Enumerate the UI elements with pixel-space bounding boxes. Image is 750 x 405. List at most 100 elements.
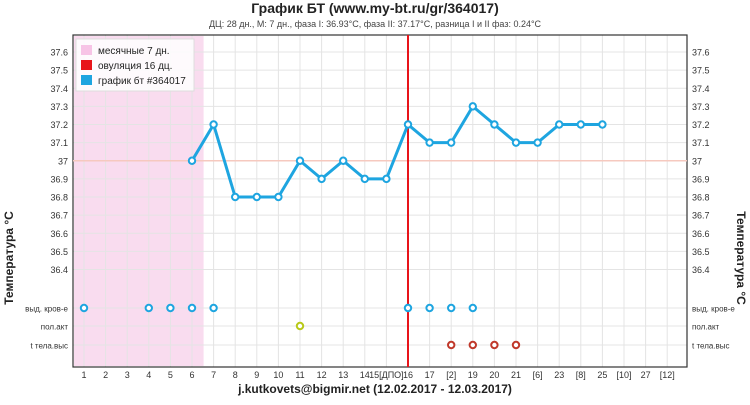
data-point <box>339 156 348 165</box>
row-label-left: выд. кров-е <box>25 305 68 314</box>
row-label-right: t тела.выс <box>692 342 730 351</box>
row-marker <box>425 303 434 313</box>
y-axis-title-right: Температура °C <box>734 211 748 305</box>
y-tick-label-right: 37.1 <box>692 138 710 148</box>
y-tick-label-left: 37 <box>58 156 68 166</box>
data-point <box>252 192 261 202</box>
x-tick-label: 10 <box>273 370 283 380</box>
data-point <box>598 120 607 129</box>
row-marker <box>447 303 456 313</box>
y-tick-label-right: 37.5 <box>692 66 710 76</box>
y-tick-label-right: 36.5 <box>692 247 710 257</box>
marker-rows-layer <box>79 303 521 350</box>
x-tick-label: 27 <box>641 370 651 380</box>
x-tick-label: 14 <box>360 370 370 380</box>
row-marker <box>144 303 154 313</box>
data-point <box>382 174 391 184</box>
y-tick-label-left: 36.7 <box>50 211 68 221</box>
data-point <box>447 138 456 147</box>
data-point <box>468 102 477 111</box>
row-marker <box>209 303 218 313</box>
y-tick-label-left: 36.4 <box>50 265 68 275</box>
data-point <box>555 120 564 129</box>
y-tick-label-left: 37.2 <box>50 120 68 130</box>
y-tick-label-left: 37.5 <box>50 66 68 76</box>
row-marker <box>490 340 499 350</box>
legend-label: овуляция 16 дц. <box>98 61 172 72</box>
y-tick-label-right: 37 <box>692 156 702 166</box>
y-axis-title-left: Температура °C <box>2 211 16 305</box>
y-tick-label-left: 36.8 <box>50 193 68 203</box>
row-marker <box>468 303 477 313</box>
legend-layer: месячные 7 дн. овуляция 16 дц. график бт #… <box>75 38 195 92</box>
y-tick-label-right: 36.8 <box>692 193 710 203</box>
axis-labels-layer: 37.6 37.6 37.5 37.5 37.4 37.4 37.3 37.3 37.2 37.2… <box>25 48 735 381</box>
legend-swatch <box>81 60 92 70</box>
chart-title: График БТ (www.my-bt.ru/gr/364017) <box>251 0 499 16</box>
data-point <box>576 120 585 129</box>
x-tick-label: [12] <box>660 370 675 380</box>
row-marker <box>166 303 175 313</box>
x-tick-label: 20 <box>489 370 499 380</box>
row-label-right: пол.акт <box>692 323 720 332</box>
data-point <box>490 120 499 129</box>
x-tick-label: 15[ДПО] <box>369 370 404 380</box>
row-label-left: t тела.выс <box>30 342 68 351</box>
x-tick-label: [8] <box>576 370 586 380</box>
series-line <box>190 104 603 199</box>
x-tick-label: 4 <box>146 370 151 380</box>
x-tick-label: 25 <box>597 370 607 380</box>
plot-frame <box>72 34 688 368</box>
y-tick-label-left: 36.6 <box>50 229 68 239</box>
row-marker <box>79 303 89 313</box>
y-tick-label-right: 37.4 <box>692 84 710 94</box>
chart-footer: j.kutkovets@bigmir.net (12.02.2017 - 12.… <box>237 382 512 396</box>
data-point <box>295 156 305 165</box>
x-tick-label: 6 <box>189 370 194 380</box>
legend-label: месячные 7 дн. <box>98 46 170 57</box>
row-marker <box>511 340 521 350</box>
data-point <box>317 174 326 184</box>
y-tick-label-right: 37.3 <box>692 102 710 112</box>
data-point <box>360 174 369 184</box>
y-tick-label-left: 37.4 <box>50 84 68 94</box>
x-tick-label: 12 <box>317 370 327 380</box>
data-point <box>511 138 521 147</box>
x-tick-label: 7 <box>211 370 216 380</box>
x-tick-label: 5 <box>168 370 173 380</box>
plot-frame-layer <box>72 34 688 368</box>
x-tick-label: 21 <box>511 370 521 380</box>
x-tick-label: 17 <box>425 370 435 380</box>
data-point <box>274 192 283 202</box>
chart-subtitle: ДЦ: 28 дн., М: 7 дн., фаза I: 36.93°С, ф… <box>209 19 542 29</box>
x-tick-label: [10] <box>616 370 631 380</box>
row-marker <box>295 321 305 331</box>
data-point <box>403 120 413 129</box>
row-marker <box>447 340 456 350</box>
row-marker <box>187 303 197 313</box>
y-tick-label-left: 37.3 <box>50 102 68 112</box>
x-tick-label: 13 <box>338 370 348 380</box>
y-tick-label-left: 37.6 <box>50 48 68 58</box>
y-tick-label-right: 37.6 <box>692 48 710 58</box>
data-point <box>231 192 240 202</box>
x-tick-label: 19 <box>468 370 478 380</box>
y-tick-label-right: 36.6 <box>692 229 710 239</box>
x-tick-label: 1 <box>81 370 86 380</box>
series-layer <box>187 102 607 202</box>
data-point <box>425 138 434 147</box>
x-tick-label: 9 <box>254 370 259 380</box>
row-label-right: выд. кров-е <box>692 305 735 314</box>
legend-swatch <box>81 45 92 55</box>
x-tick-label: 3 <box>125 370 130 380</box>
data-point <box>187 156 197 165</box>
x-tick-label: [6] <box>533 370 543 380</box>
y-tick-label-left: 36.5 <box>50 247 68 257</box>
row-marker <box>468 340 477 350</box>
y-tick-label-right: 36.4 <box>692 265 710 275</box>
legend-box <box>75 38 195 92</box>
y-tick-label-right: 36.7 <box>692 211 710 221</box>
data-point <box>209 120 218 129</box>
x-tick-label: 23 <box>554 370 564 380</box>
